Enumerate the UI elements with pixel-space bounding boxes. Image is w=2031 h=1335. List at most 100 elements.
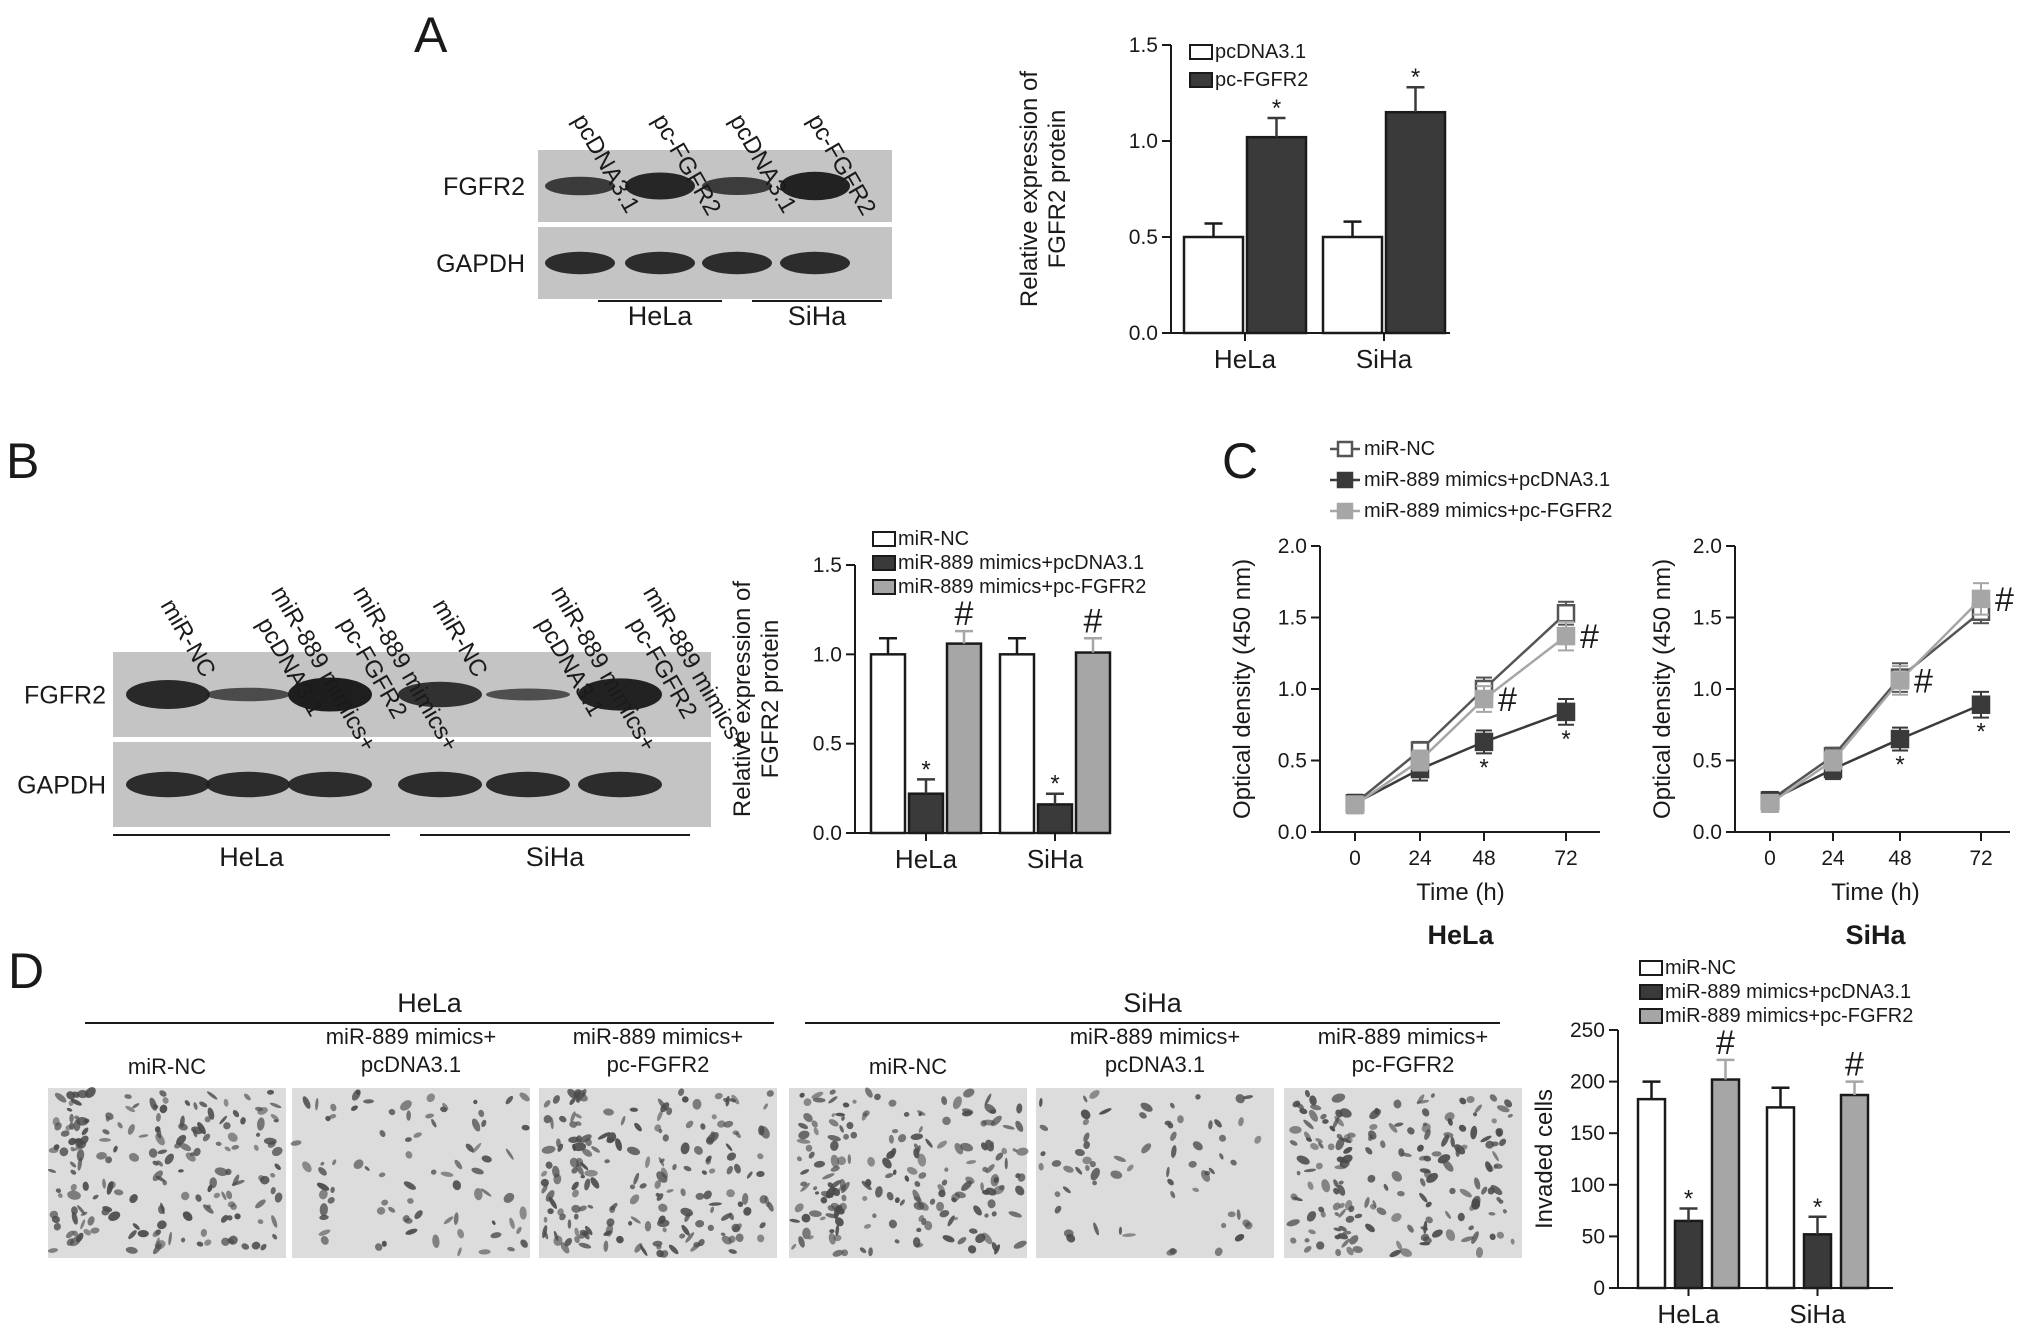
panel-d-invaded-cell — [474, 1188, 483, 1201]
chart-c1-y-tick-label: 2.0 — [1278, 535, 1307, 558]
panel-d-invaded-cell — [862, 1195, 868, 1202]
panel-d-field-label: miR-889 mimics+ — [1318, 1024, 1489, 1049]
panel-d-invaded-cell — [232, 1110, 240, 1118]
panel-d-invaded-cell — [302, 1096, 311, 1109]
chart-c1-series-line — [1354, 635, 1567, 806]
chart-c1-x-tick-label: 24 — [1408, 847, 1432, 870]
panel-d-invaded-cell — [1080, 1109, 1091, 1120]
panel-d-micrograph-field — [1284, 1088, 1522, 1258]
panel-d-invaded-cell — [179, 1142, 192, 1152]
panel-d-invaded-cell — [162, 1097, 169, 1104]
panel-d-invaded-cell — [843, 1133, 849, 1140]
panel-d-invaded-cell — [302, 1161, 312, 1173]
chart-c2-point-marker — [1890, 671, 1910, 690]
panel-d-invaded-cell — [652, 1240, 663, 1247]
panel-d-invaded-cell — [1335, 1248, 1342, 1257]
panel-d-invaded-cell — [708, 1202, 722, 1206]
panel-d-invaded-cell — [918, 1126, 923, 1133]
blot-a-band — [780, 251, 850, 275]
panel-d-invaded-cell — [723, 1120, 734, 1128]
panel-d-invaded-cell — [680, 1207, 694, 1217]
panel-d-micrograph-field — [48, 1088, 286, 1258]
panel-d-invaded-cell — [542, 1225, 548, 1239]
panel-d-invaded-cell — [1341, 1154, 1353, 1164]
panel-d-invaded-cell — [204, 1239, 212, 1246]
panel-d-invaded-cell — [1218, 1134, 1227, 1142]
panel-d-invaded-cell — [545, 1161, 553, 1169]
panel-d-invaded-cell — [1430, 1093, 1435, 1098]
panel-d-invaded-cell — [193, 1147, 201, 1157]
chart-c2-point-marker — [1890, 729, 1910, 749]
panel-d-invaded-cell — [811, 1091, 824, 1099]
panel-d-invaded-cell — [541, 1170, 548, 1177]
panel-d-invaded-cell — [1016, 1147, 1029, 1156]
panel-d-invaded-cell — [626, 1146, 641, 1156]
bar-chart-a: 0.0 0.5 1.0 1.5 * HeLa * SiHa pcDNA3.1 pc-FGFR2 Re… — [1016, 34, 1450, 374]
panel-d-invaded-cell — [707, 1224, 714, 1232]
chart-b-bar — [1074, 651, 1112, 835]
panel-d-invaded-cell — [318, 1229, 331, 1236]
panel-d-invaded-cell — [253, 1144, 259, 1151]
chart-c1-point-marker — [1556, 702, 1576, 722]
chart-c2-y-axis-label-line: Optical density (450 nm) — [1649, 559, 1676, 819]
panel-d-invaded-cell — [918, 1172, 927, 1179]
panel-d-invaded-cell — [1388, 1123, 1398, 1133]
panel-d-invaded-cell — [1169, 1247, 1176, 1255]
panel-d-invaded-cell — [1396, 1240, 1403, 1251]
blot-a-cell-label: HeLa — [628, 301, 694, 331]
chart-d-star-mark: * — [1813, 1194, 1822, 1221]
panel-d-invaded-cell — [800, 1169, 810, 1175]
panel-d-invaded-cell — [443, 1216, 454, 1225]
panel-d-invaded-cell — [1016, 1103, 1023, 1114]
panel-d-invaded-cell — [830, 1202, 842, 1212]
panel-d-invaded-cell — [1475, 1247, 1484, 1258]
chart-c1-legend-marker — [1336, 471, 1354, 489]
panel-d-invaded-cell — [271, 1146, 283, 1157]
panel-d-invaded-cell — [457, 1247, 462, 1257]
panel-d-invaded-cell — [897, 1134, 907, 1143]
panel-d-invaded-cell — [413, 1132, 422, 1138]
panel-d-invaded-cell — [1074, 1148, 1085, 1157]
panel-d-invaded-cell — [864, 1087, 873, 1098]
chart-a-category-label: HeLa — [1214, 344, 1277, 374]
panel-d-invaded-cell — [693, 1146, 703, 1155]
panel-d-invaded-cell — [1380, 1140, 1386, 1149]
panel-d-invaded-cell — [1170, 1131, 1177, 1141]
panel-d-invaded-cell — [541, 1145, 556, 1154]
panel-d-invaded-cell — [960, 1142, 974, 1152]
panel-d-invaded-cell — [376, 1206, 386, 1215]
panel-d-invaded-cell — [865, 1179, 872, 1187]
chart-b-star-mark: * — [1050, 771, 1059, 798]
panel-d-invaded-cell — [1394, 1122, 1404, 1127]
chart-c2-x-tick-label: 48 — [1888, 847, 1911, 870]
panel-d-invaded-cell — [87, 1216, 95, 1226]
chart-a-legend-swatch — [1189, 44, 1213, 60]
panel-d-invaded-cell — [47, 1168, 57, 1173]
panel-d-invaded-cell — [1013, 1240, 1027, 1249]
chart-c2-series-line — [1769, 703, 1982, 802]
panel-d-invaded-cell — [69, 1113, 74, 1123]
panel-d-invaded-cell — [53, 1222, 61, 1231]
panel-d-invaded-cell — [1336, 1156, 1345, 1163]
panel-d-invaded-cell — [1054, 1191, 1061, 1198]
panel-d-invaded-cell — [1051, 1160, 1062, 1167]
panel-d-invaded-cell — [1334, 1165, 1347, 1170]
panel-d-invaded-cell — [829, 1089, 836, 1095]
chart-c2-y-tick-label: 2.0 — [1693, 535, 1722, 558]
chart-c2-hash-mark: # — [1914, 662, 1933, 700]
panel-d-invaded-cell — [939, 1210, 950, 1218]
panel-d-invaded-cell — [319, 1214, 329, 1220]
panel-d-invaded-cell — [759, 1222, 766, 1229]
panel-d-invaded-cell — [223, 1098, 229, 1107]
chart-d-legend-label: miR-889 mimics+pc-FGFR2 — [1665, 1005, 1913, 1027]
panel-d-invaded-cell — [571, 1181, 579, 1191]
panel-d-invaded-cell — [1214, 1247, 1223, 1256]
panel-d-invaded-cell — [77, 1205, 86, 1215]
panel-d-invaded-cell — [590, 1177, 600, 1189]
panel-d-invaded-cell — [574, 1113, 582, 1119]
panel-d-invaded-cell — [574, 1227, 580, 1237]
panel-d-invaded-cell — [701, 1170, 708, 1175]
panel-d-invaded-cell — [1489, 1094, 1498, 1102]
